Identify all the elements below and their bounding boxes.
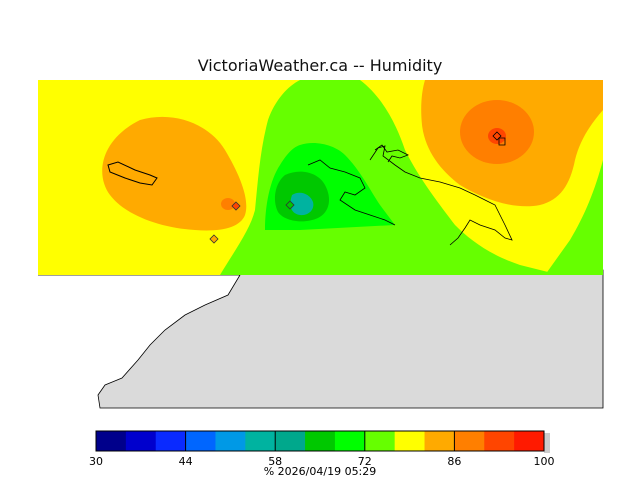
legend-color-swatch <box>155 431 187 451</box>
legend-color-swatch <box>96 431 127 451</box>
legend-colorbar <box>95 430 550 453</box>
legend-color-swatch <box>364 431 396 451</box>
coastline-islands <box>374 144 409 163</box>
legend-color-swatch <box>215 431 246 451</box>
legend-color-swatch <box>514 431 545 451</box>
legend-color-swatch <box>245 431 276 451</box>
legend-tick-label: 30 <box>89 455 103 468</box>
diamond-marker <box>231 201 241 211</box>
humidity-band-right-green <box>545 160 603 275</box>
coastline-inlet <box>307 159 396 226</box>
humidity-band-teal <box>290 192 314 216</box>
marker-square <box>498 137 506 146</box>
legend-tick-label: 58 <box>268 455 283 468</box>
legend-tick-label: 86 <box>447 455 462 468</box>
legend-color-swatch <box>424 431 455 451</box>
legend-caption: % 2026/04/19 05:29 <box>263 465 377 478</box>
legend-color-swatch <box>275 431 306 451</box>
legend-shadow <box>544 433 550 453</box>
humidity-band-orange-left <box>102 116 247 231</box>
legend-color-swatch <box>185 431 216 451</box>
legend-tick-label: 44 <box>178 455 193 468</box>
legend-color-swatch <box>125 431 157 451</box>
legend-tick-label: 100 <box>533 455 555 468</box>
diamond-marker <box>285 200 295 210</box>
legend-border <box>95 430 545 452</box>
legend-tick-label: 72 <box>357 455 372 468</box>
legend-color-swatch <box>394 431 426 451</box>
legend-color-swatch <box>334 431 366 451</box>
diamond-marker <box>209 234 219 244</box>
legend-color-swatch <box>484 431 515 451</box>
legend-color-swatch <box>454 431 485 451</box>
island-outline <box>107 161 158 186</box>
station-markers <box>209 131 506 244</box>
map-title: VictoriaWeather.ca -- Humidity <box>197 56 443 75</box>
legend-color-swatch <box>305 431 336 451</box>
humidity-band-red-left <box>221 198 235 210</box>
